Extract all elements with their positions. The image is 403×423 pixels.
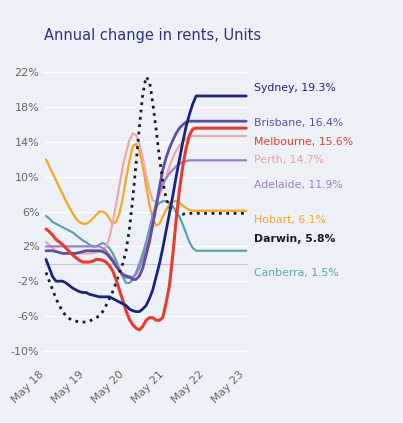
Text: Adelaide, 11.9%: Adelaide, 11.9% (254, 180, 343, 190)
Text: Canberra, 1.5%: Canberra, 1.5% (254, 268, 339, 278)
Text: Darwin, 5.8%: Darwin, 5.8% (254, 233, 335, 244)
Text: Perth, 14.7%: Perth, 14.7% (254, 155, 324, 165)
Text: Brisbane, 16.4%: Brisbane, 16.4% (254, 118, 343, 128)
Text: Sydney, 19.3%: Sydney, 19.3% (254, 83, 336, 93)
Text: Hobart, 6.1%: Hobart, 6.1% (254, 215, 326, 225)
Text: Annual change in rents, Units: Annual change in rents, Units (44, 27, 262, 43)
Text: Melbourne, 15.6%: Melbourne, 15.6% (254, 137, 353, 146)
